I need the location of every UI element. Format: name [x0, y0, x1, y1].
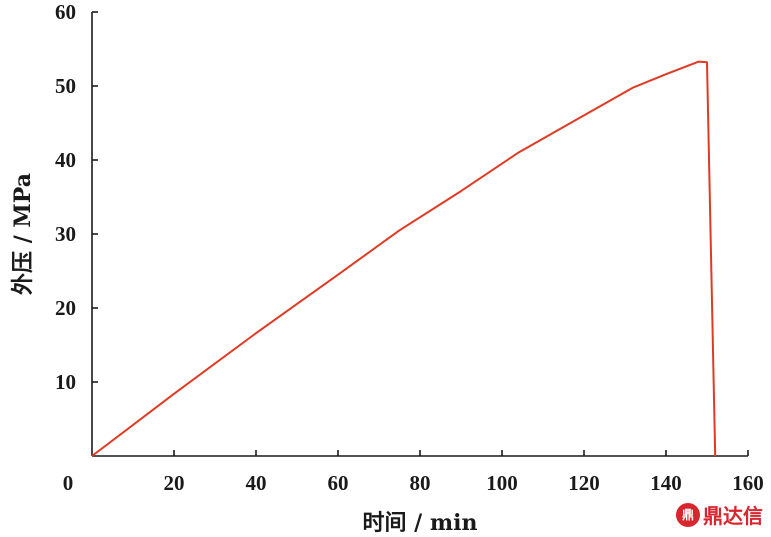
y-axis-title: 外压 / MPa — [10, 173, 36, 295]
y-tick-label: 30 — [55, 222, 76, 246]
y-tick-label: 60 — [55, 0, 76, 24]
x-ticks: 0 20 40 60 80 100 120 140 160 — [63, 450, 764, 495]
x-tick-label: 140 — [650, 471, 682, 495]
x-tick-label: 120 — [568, 471, 600, 495]
x-tick-label: 0 — [63, 471, 74, 495]
watermark-text: 鼎达信 — [703, 504, 763, 528]
watermark: 鼎 鼎达信 — [676, 500, 763, 529]
y-ticks: 10 20 30 40 50 60 — [55, 0, 98, 394]
x-tick-label: 20 — [164, 471, 185, 495]
series-line — [91, 60, 717, 457]
x-tick-label: 100 — [486, 471, 518, 495]
watermark-logo: 鼎 — [676, 502, 700, 527]
x-axis-title: 时间 / min — [363, 510, 478, 536]
x-tick-label: 60 — [328, 471, 349, 495]
y-tick-label: 10 — [55, 370, 76, 394]
x-tick-label: 80 — [410, 471, 431, 495]
x-tick-label: 40 — [246, 471, 267, 495]
x-tick-label: 160 — [732, 471, 764, 495]
series-layer — [91, 60, 717, 457]
y-tick-label: 40 — [55, 148, 76, 172]
y-tick-label: 50 — [55, 74, 76, 98]
y-tick-label: 20 — [55, 296, 76, 320]
